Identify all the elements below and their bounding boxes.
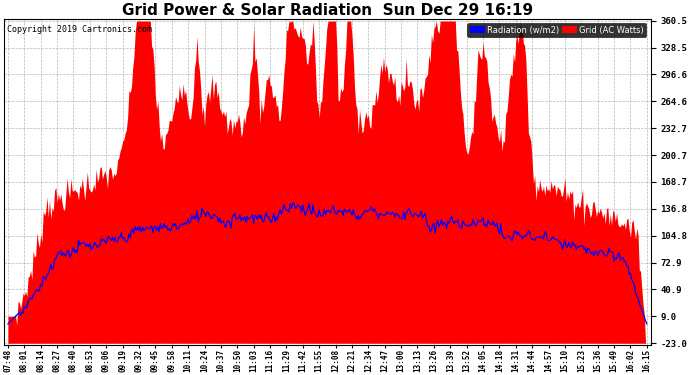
Legend: Radiation (w/m2), Grid (AC Watts): Radiation (w/m2), Grid (AC Watts)	[467, 23, 647, 37]
Text: Copyright 2019 Cartronics.com: Copyright 2019 Cartronics.com	[8, 26, 152, 34]
Title: Grid Power & Solar Radiation  Sun Dec 29 16:19: Grid Power & Solar Radiation Sun Dec 29 …	[122, 3, 533, 18]
